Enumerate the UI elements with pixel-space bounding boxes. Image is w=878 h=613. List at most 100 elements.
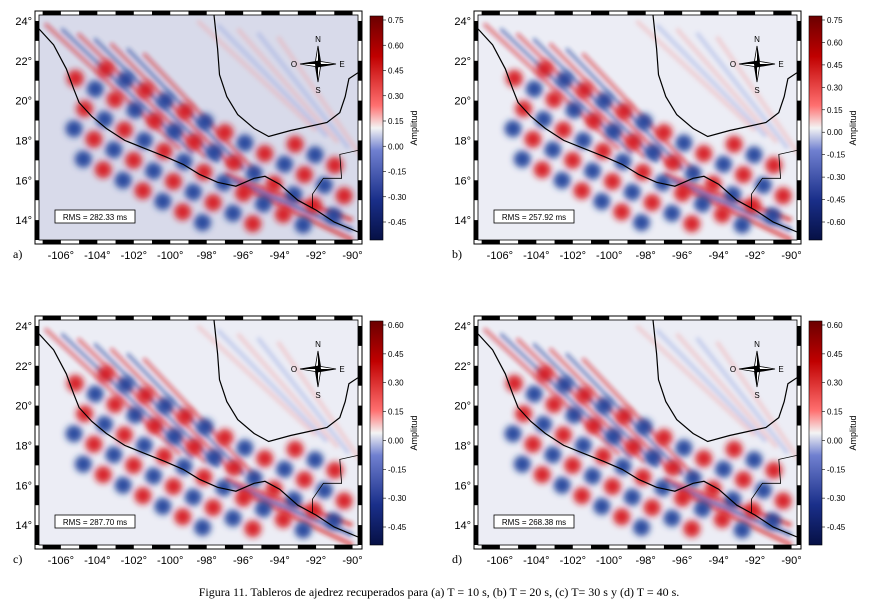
- checker-cell: [643, 499, 661, 517]
- frame-tick: [358, 20, 362, 41]
- checker-cell: [553, 171, 571, 189]
- checker-cell: [513, 150, 531, 168]
- streak: [142, 52, 258, 175]
- checker-cell: [623, 488, 641, 506]
- y-tick-label: 16°: [454, 480, 471, 492]
- gulf-coastline: [213, 15, 358, 138]
- y-tick-label: 22°: [15, 361, 32, 373]
- checker-cell: [85, 435, 103, 453]
- checker-cell: [674, 489, 691, 507]
- panel-label: b): [452, 247, 462, 261]
- checker-cell: [145, 467, 162, 485]
- colorbar-tick-label: 0.45: [388, 67, 404, 76]
- streak: [256, 31, 351, 150]
- x-tick-label: -106°: [48, 555, 74, 567]
- panel-c: -106° -104° -102° -100° -98° -96° -94° -92° -90°…: [0, 305, 439, 605]
- checker-cell: [256, 450, 274, 468]
- checker-cell: [633, 214, 650, 231]
- streak: [655, 328, 768, 443]
- checker-cell: [94, 466, 112, 484]
- checker-cell: [137, 81, 154, 99]
- checker-cell: [695, 145, 713, 163]
- checker-cell: [305, 501, 323, 519]
- y-tick-label: 22°: [454, 56, 471, 68]
- frame-tick: [35, 140, 39, 161]
- colorbar-tick-label: 0.15: [388, 117, 404, 126]
- x-tick-label: -94°: [269, 250, 289, 262]
- checker-cell: [236, 134, 254, 152]
- checker-cell: [585, 417, 603, 435]
- checker-cell: [155, 142, 173, 160]
- frame-tick: [35, 180, 39, 201]
- colorbar-tick-label: 0.30: [388, 379, 404, 388]
- frame-tick: [188, 545, 207, 549]
- checker-cell: [326, 156, 344, 174]
- streak: [635, 324, 757, 437]
- streak: [677, 183, 793, 240]
- checker-cell: [675, 439, 693, 457]
- checker-cell: [664, 154, 682, 172]
- x-tick-label: -102°: [121, 555, 147, 567]
- checker-cell: [573, 487, 591, 505]
- checker-cell: [235, 184, 252, 202]
- x-tick-label: -106°: [48, 250, 74, 262]
- checker-cell: [533, 161, 551, 179]
- checker-cell: [134, 487, 152, 505]
- checker-cell: [176, 102, 194, 120]
- streak: [715, 340, 797, 461]
- colorbar-tick-label: -0.60: [827, 218, 846, 227]
- colorbar-tick-label: -0.15: [388, 465, 407, 474]
- x-tick-label: -90°: [781, 555, 801, 567]
- checker-cell: [764, 512, 782, 530]
- checker-cell: [525, 80, 543, 98]
- frame-tick: [152, 11, 171, 15]
- frame-tick: [35, 60, 39, 81]
- rms-label: RMS = 268.38 ms: [502, 518, 566, 527]
- colorbar-title: Amplitud: [409, 110, 419, 145]
- frame-tick: [358, 180, 362, 201]
- checker-cell: [654, 174, 672, 192]
- checker-cell: [674, 184, 691, 202]
- checker-cell: [564, 151, 582, 169]
- checker-cell: [306, 146, 324, 164]
- colorbar: [369, 320, 384, 546]
- checker-cell: [556, 71, 574, 89]
- panel-label: a): [13, 247, 22, 261]
- frame-tick: [152, 545, 171, 549]
- checker-cell: [154, 497, 172, 515]
- checker-cell: [96, 110, 113, 128]
- frame-tick: [261, 11, 280, 15]
- checker-cell: [97, 60, 115, 78]
- colorbar-tick-label: -0.15: [388, 168, 407, 177]
- frame-tick: [797, 485, 801, 506]
- checker-cell: [216, 124, 234, 141]
- x-tick-label: -94°: [708, 250, 728, 262]
- checker-cell: [554, 121, 572, 139]
- checker-cell: [613, 508, 631, 526]
- y-tick-label: 24°: [15, 321, 32, 333]
- frame-tick: [518, 11, 537, 15]
- frame-tick: [591, 545, 610, 549]
- y-tick-label: 18°: [15, 440, 32, 452]
- checker-cell: [65, 425, 83, 443]
- checker-cell: [573, 182, 591, 200]
- checker-cell: [713, 206, 731, 223]
- frame-tick: [115, 316, 134, 320]
- frame-tick: [736, 316, 756, 320]
- streak: [655, 23, 768, 138]
- frame-tick: [334, 11, 353, 15]
- y-tick-label: 14°: [15, 520, 32, 532]
- pacific-coastline: [478, 28, 797, 233]
- frame-tick: [35, 325, 39, 346]
- x-tick-label: -96°: [233, 250, 253, 262]
- checker-cell: [166, 427, 184, 445]
- frame-tick: [474, 60, 478, 81]
- checker-cell: [196, 418, 214, 436]
- checker-cell: [254, 500, 272, 518]
- checker-cell: [115, 121, 133, 139]
- checker-cell: [535, 110, 552, 128]
- frame-tick: [797, 180, 801, 201]
- frame-tick: [474, 405, 478, 426]
- checker-cell: [765, 461, 783, 479]
- frame-tick: [481, 11, 500, 15]
